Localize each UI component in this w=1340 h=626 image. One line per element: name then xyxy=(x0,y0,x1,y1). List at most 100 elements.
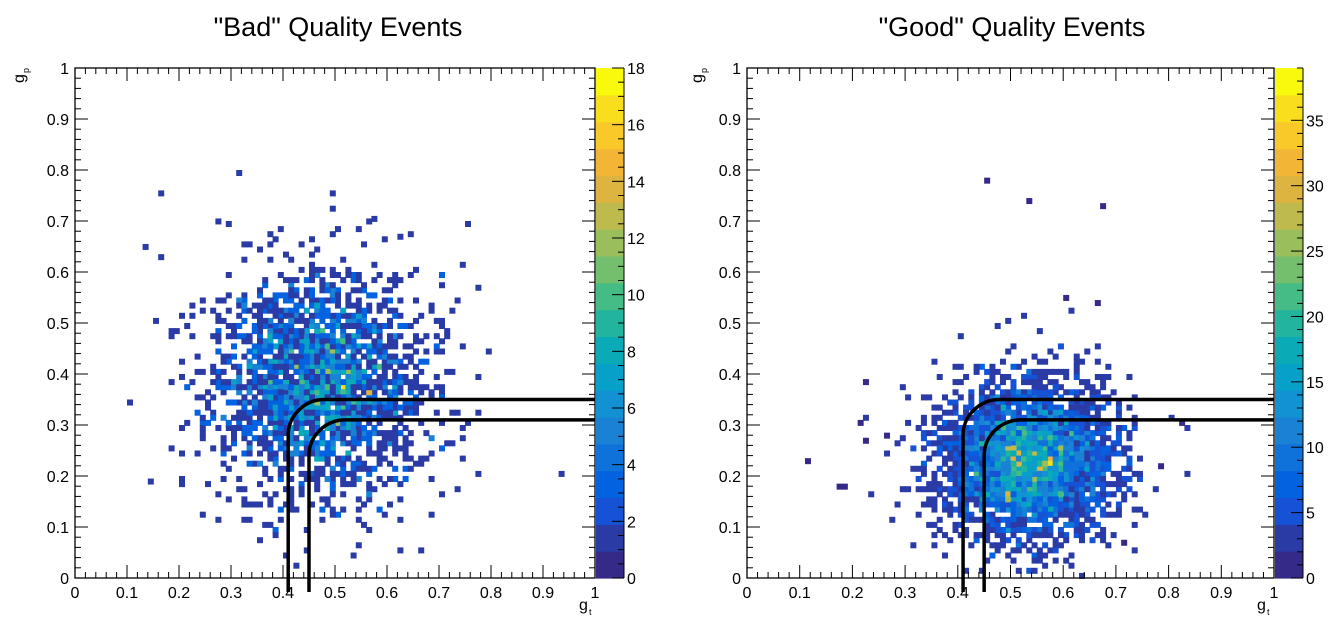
bad-quality-bin xyxy=(319,343,326,350)
bad-quality-bin xyxy=(366,465,373,472)
bad-quality-bin xyxy=(142,243,149,250)
bad-quality-bin xyxy=(257,389,263,396)
bad-quality-colorbar-band xyxy=(596,443,624,472)
good-quality-bin xyxy=(1068,425,1075,431)
good-quality-bin xyxy=(862,414,869,421)
bad-quality-bin xyxy=(402,404,409,411)
bad-quality-bin xyxy=(329,399,336,406)
good-quality-bin xyxy=(1015,419,1022,426)
bad-quality-bin xyxy=(246,501,253,508)
good-quality-x-axis-label-sub: t xyxy=(1267,607,1270,617)
good-quality-bin xyxy=(1031,394,1038,401)
good-quality-bin xyxy=(1068,389,1075,396)
bad-quality-bin xyxy=(376,333,383,340)
bad-quality-bin xyxy=(210,445,217,452)
good-quality-bin xyxy=(1057,481,1064,488)
bad-quality-bin xyxy=(257,374,263,380)
bad-quality-bin xyxy=(324,389,331,396)
good-quality-bin xyxy=(915,511,922,518)
good-quality-bin xyxy=(952,404,959,411)
good-quality-bin xyxy=(989,435,996,442)
bad-quality-bin xyxy=(314,450,321,457)
bad-quality-bin xyxy=(309,389,315,396)
bad-quality-bin xyxy=(298,368,305,375)
bad-quality-bin xyxy=(340,389,347,396)
good-quality-bin xyxy=(1005,409,1012,416)
bad-quality-bin xyxy=(324,363,331,370)
bad-quality-bin xyxy=(319,348,326,355)
good-quality-bin xyxy=(1057,368,1064,375)
bad-quality-bin xyxy=(189,333,196,340)
bad-quality-bin xyxy=(293,404,300,411)
bad-quality-bin xyxy=(387,343,393,350)
good-quality-bin xyxy=(952,409,959,416)
good-quality-bin xyxy=(957,425,964,431)
bad-quality-bin xyxy=(387,404,393,411)
good-quality-bin xyxy=(957,363,964,370)
good-quality-bin xyxy=(999,404,1006,411)
good-quality-bin xyxy=(1047,419,1054,426)
bad-quality-bin xyxy=(355,317,362,324)
good-quality-bin xyxy=(1079,435,1086,442)
good-quality-cut-lines xyxy=(961,397,1274,592)
bad-quality-bin xyxy=(288,496,295,503)
bad-quality-bin xyxy=(298,470,305,477)
good-quality-bin xyxy=(968,450,975,457)
bad-quality-bin xyxy=(251,379,258,386)
good-quality-bin xyxy=(989,527,996,533)
bad-quality-bin xyxy=(309,445,315,452)
bad-quality-bin xyxy=(314,481,321,488)
good-quality-bin xyxy=(926,481,933,488)
good-quality-bin xyxy=(1068,430,1075,437)
bad-quality-bin xyxy=(428,389,435,396)
good-quality-bin xyxy=(989,450,996,457)
bad-quality-bin xyxy=(267,317,274,324)
good-quality-bin xyxy=(1079,379,1086,386)
good-quality-bin xyxy=(994,414,1001,421)
bad-quality-bin xyxy=(340,379,347,386)
good-quality-bin xyxy=(1042,358,1049,365)
bad-quality-bin xyxy=(205,404,211,411)
bad-quality-bin xyxy=(329,343,336,350)
good-quality-bin xyxy=(999,486,1006,493)
bad-quality-bin xyxy=(314,399,321,406)
bad-quality-colorbar-tick-label: 16 xyxy=(627,118,645,135)
bad-quality-bin xyxy=(366,527,373,533)
good-quality-bin xyxy=(1052,486,1059,493)
bad-quality-y-tick-label: 0.5 xyxy=(47,316,69,333)
bad-quality-bin xyxy=(205,389,211,396)
bad-quality-bin xyxy=(283,419,289,426)
good-quality-bin xyxy=(1010,389,1017,396)
bad-quality-bin xyxy=(246,307,253,314)
bad-quality-bin xyxy=(407,353,414,360)
good-quality-bin xyxy=(1115,506,1122,513)
bad-quality-bin xyxy=(381,358,388,365)
good-quality-bin xyxy=(984,486,991,493)
good-quality-bin xyxy=(941,486,948,493)
bad-quality-bin xyxy=(189,302,196,309)
bad-quality-bin xyxy=(418,389,425,396)
bad-quality-bin xyxy=(220,353,227,360)
good-quality-bin xyxy=(1068,419,1075,426)
good-quality-bin xyxy=(1126,430,1133,437)
bad-quality-bin xyxy=(288,328,295,335)
bad-quality-bin xyxy=(236,419,243,426)
good-quality-bin xyxy=(984,409,991,416)
bad-quality-bin xyxy=(283,374,289,380)
bad-quality-bin xyxy=(340,460,347,467)
good-quality-bin xyxy=(1010,399,1017,406)
bad-quality-colorbar-tick-label: 8 xyxy=(627,344,636,361)
good-quality-bin xyxy=(1042,414,1049,421)
bad-quality-bin xyxy=(241,338,248,345)
bad-quality-bin xyxy=(262,277,269,284)
bad-quality-bin xyxy=(361,384,367,391)
bad-quality-bin xyxy=(277,414,284,421)
bad-quality-bin xyxy=(355,460,362,467)
bad-quality-bin xyxy=(277,409,284,416)
good-quality-bin xyxy=(1105,465,1112,472)
bad-quality-bin xyxy=(361,404,367,411)
bad-quality-bin xyxy=(355,277,362,284)
bad-quality-bin xyxy=(324,409,331,416)
good-quality-bin xyxy=(1042,368,1049,375)
bad-quality-bin xyxy=(324,455,331,462)
